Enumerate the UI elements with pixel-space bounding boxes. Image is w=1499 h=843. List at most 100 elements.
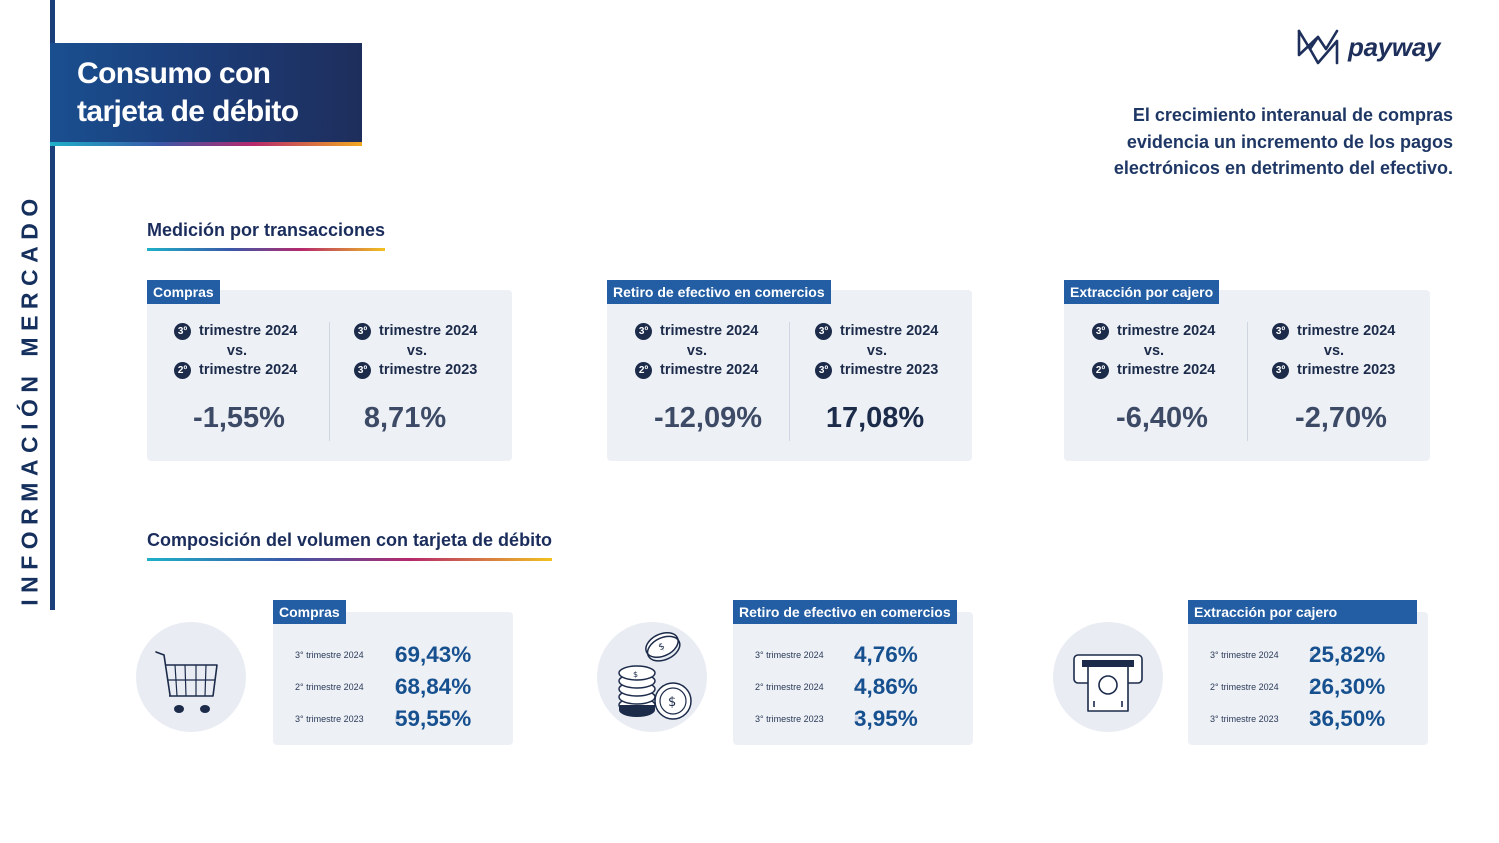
arrow-right-icon	[855, 683, 861, 691]
period-label: trimestre 2023	[1297, 362, 1396, 378]
composition-row: 2° trimestre 2024 4,86%	[755, 674, 975, 704]
svg-text:$: $	[657, 642, 666, 653]
composition-row: 3° trimestre 2023 59,55%	[295, 706, 515, 736]
composition-row: 3° trimestre 2023 36,50%	[1210, 706, 1430, 736]
arrow-right-icon	[395, 715, 401, 723]
card-divider	[789, 322, 790, 441]
card-tag: Compras	[273, 600, 346, 624]
comparison-block: 3º trimestre 2024 vs. 2º trimestre 2024	[612, 322, 782, 381]
vs-label: vs.	[406, 342, 428, 359]
intro-line: electrónicos en detrimento del efectivo.	[1113, 158, 1453, 178]
period-label: 2° trimestre 2024	[755, 682, 824, 692]
card-cajero-composicion: 3° trimestre 2024 25,82% 2° trimestre 20…	[1188, 612, 1428, 745]
ordinal-badge: 3º	[1272, 323, 1289, 340]
page-title-line1: Consumo con	[77, 57, 271, 90]
composition-row: 3° trimestre 2024 25,82%	[1210, 642, 1430, 672]
intro-text: El crecimiento interanual de compras evi…	[1033, 102, 1453, 182]
comparison-block: 3º trimestre 2024 vs. 2º trimestre 2024	[152, 322, 322, 381]
percent-value: 69,43%	[395, 642, 472, 667]
arrow-right-icon	[855, 715, 861, 723]
period-label: trimestre 2024	[840, 323, 939, 339]
composition-row: 2° trimestre 2024 26,30%	[1210, 674, 1430, 704]
card-cajero-transacciones: 3º trimestre 2024 vs. 2º trimestre 2024 -6…	[1064, 290, 1430, 461]
section-title-underline	[147, 248, 386, 251]
vs-label: vs.	[686, 342, 708, 359]
period-label: trimestre 2024	[199, 362, 298, 378]
logo-text: payway	[1348, 32, 1441, 62]
period-label: trimestre 2024	[1297, 323, 1396, 339]
percent-value: -12,09%	[653, 402, 762, 434]
side-accent-bar	[50, 0, 55, 610]
arrow-right-icon	[395, 651, 401, 659]
period-label: trimestre 2024	[199, 323, 298, 339]
period-label: trimestre 2024	[379, 323, 478, 339]
section-title-transacciones: Medición por transacciones	[147, 220, 386, 251]
percent-value: 8,71%	[363, 402, 447, 434]
card-tag: Retiro de efectivo en comercios	[733, 600, 957, 624]
arrow-right-icon	[395, 683, 401, 691]
ordinal-badge: 2º	[635, 362, 652, 379]
arrow-right-icon	[1310, 651, 1316, 659]
period-label: trimestre 2023	[840, 362, 939, 378]
ordinal-badge: 3º	[1092, 323, 1109, 340]
side-label: INFORMACIÓN MERCADO	[16, 186, 44, 611]
icon-circle: $ $ $	[597, 622, 707, 732]
vs-label: vs.	[866, 342, 888, 359]
card-retiro-transacciones: 3º trimestre 2024 vs. 2º trimestre 2024 -1…	[607, 290, 972, 461]
period-label: 3° trimestre 2023	[755, 714, 824, 724]
percent-value: 68,84%	[395, 674, 472, 699]
card-divider	[1247, 322, 1248, 441]
ordinal-badge: 3º	[354, 362, 371, 379]
percent-value: 59,55%	[395, 706, 472, 731]
percent-value: 36,50%	[1309, 706, 1386, 731]
period-label: 3° trimestre 2024	[295, 650, 364, 660]
shopping-cart-icon	[155, 651, 218, 713]
period-label: trimestre 2023	[379, 362, 478, 378]
arrow-right-icon	[1310, 715, 1316, 723]
card-divider	[329, 322, 330, 441]
card-tag: Retiro de efectivo en comercios	[607, 280, 831, 304]
svg-text:$: $	[668, 695, 676, 710]
title-underline	[50, 142, 362, 146]
ordinal-badge: 3º	[815, 323, 832, 340]
ordinal-badge: 2º	[174, 362, 191, 379]
period-label: trimestre 2024	[1117, 323, 1216, 339]
period-label: trimestre 2024	[1117, 362, 1216, 378]
svg-text:$: $	[633, 670, 638, 679]
period-label: 3° trimestre 2024	[1210, 650, 1279, 660]
title-box: Consumo con tarjeta de débito	[50, 43, 362, 143]
percent-value: -2,70%	[1295, 402, 1387, 434]
card-compras-transacciones: 3º trimestre 2024 vs. 2º trimestre 2024 -1…	[147, 290, 512, 461]
ordinal-badge: 3º	[815, 362, 832, 379]
card-compras-composicion: 3° trimestre 2024 69,43% 2° trimestre 20…	[273, 612, 513, 745]
card-tag: Extracción por cajero	[1188, 600, 1417, 624]
side-label-text: INFORMACIÓN MERCADO	[16, 191, 43, 606]
period-label: trimestre 2024	[660, 362, 759, 378]
composition-row: 3° trimestre 2024 4,76%	[755, 642, 975, 672]
card-retiro-composicion: 3° trimestre 2024 4,76% 2° trimestre 202…	[733, 612, 973, 745]
comparison-block: 3º trimestre 2024 vs. 2º trimestre 2024	[1069, 322, 1239, 381]
vs-label: vs.	[1323, 342, 1345, 359]
period-label: 2° trimestre 2024	[1210, 682, 1279, 692]
section-title-underline	[147, 558, 553, 561]
atm-icon	[1073, 654, 1143, 712]
comparison-block: 3º trimestre 2024 vs. 3º trimestre 2023	[1249, 322, 1419, 381]
comparison-block: 3º trimestre 2024 vs. 3º trimestre 2023	[332, 322, 502, 381]
icon-circle	[136, 622, 246, 732]
payway-logo: payway	[1296, 27, 1456, 69]
icon-circle	[1053, 622, 1163, 732]
arrow-right-icon	[1310, 683, 1316, 691]
section-title-composicion: Composición del volumen con tarjeta de d…	[147, 530, 553, 561]
percent-value: 25,82%	[1309, 642, 1386, 667]
ordinal-badge: 3º	[635, 323, 652, 340]
ordinal-badge: 2º	[1092, 362, 1109, 379]
section-title-text: Composición del volumen con tarjeta de d…	[147, 530, 553, 550]
section-title-text: Medición por transacciones	[147, 220, 386, 240]
percent-value: 26,30%	[1309, 674, 1386, 699]
composition-row: 2° trimestre 2024 68,84%	[295, 674, 515, 704]
period-label: 2° trimestre 2024	[295, 682, 364, 692]
payway-logo-icon	[1297, 29, 1339, 65]
percent-value: 4,76%	[854, 642, 918, 667]
arrow-right-icon	[855, 651, 861, 659]
percent-value: 3,95%	[854, 706, 918, 731]
